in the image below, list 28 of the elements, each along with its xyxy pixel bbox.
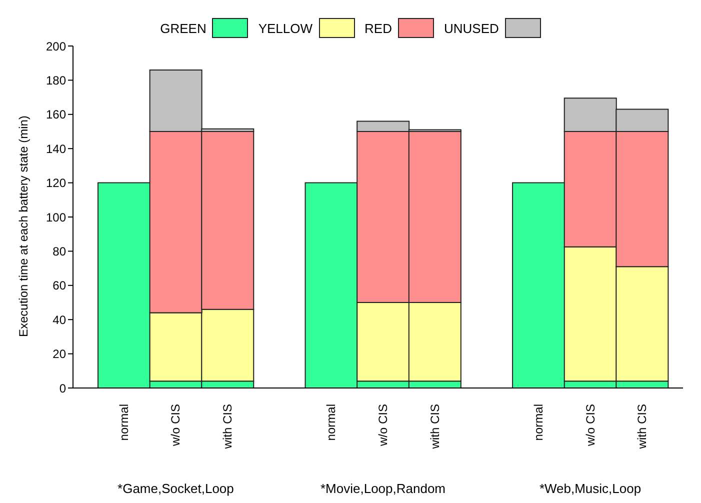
x-tick-label: w/o CIS (583, 404, 598, 448)
y-tick-label: 200 (46, 39, 66, 54)
x-tick-label: w/o CIS (376, 404, 390, 448)
legend-label: RED (364, 20, 392, 36)
legend-label: UNUSED (444, 20, 499, 36)
legend-label: GREEN (160, 20, 206, 36)
x-tick-label: normal (116, 404, 131, 441)
x-tick-label: with CIS (220, 404, 235, 450)
text: *Game,Socket,Loop (116, 481, 235, 496)
legend-label: YELLOW (258, 20, 313, 36)
y-tick-label: 160 (46, 108, 66, 122)
y-tick-label: 180 (46, 73, 66, 88)
text: *Web,Music,Loop (538, 481, 642, 496)
x-tick-label: with CIS (635, 404, 650, 450)
y-tick-label: 140 (46, 142, 66, 156)
y-tick-label: 100 (46, 210, 66, 224)
y-tick-label: 80 (52, 244, 66, 258)
y-tick-label: 20 (52, 347, 66, 362)
y-axis-title: Execution time at each battery state (min) (16, 116, 30, 337)
y-tick-label: 40 (52, 312, 66, 327)
x-tick-label: normal (324, 404, 338, 441)
y-tick-label: 60 (52, 278, 66, 293)
y-tick-label: 120 (46, 176, 66, 190)
x-tick-label: with CIS (428, 404, 442, 450)
y-tick-label: 0 (59, 381, 66, 396)
text: *Movie,Loop,Random (319, 481, 447, 496)
x-tick-label: w/o CIS (168, 404, 183, 448)
x-tick-label: normal (531, 404, 546, 441)
